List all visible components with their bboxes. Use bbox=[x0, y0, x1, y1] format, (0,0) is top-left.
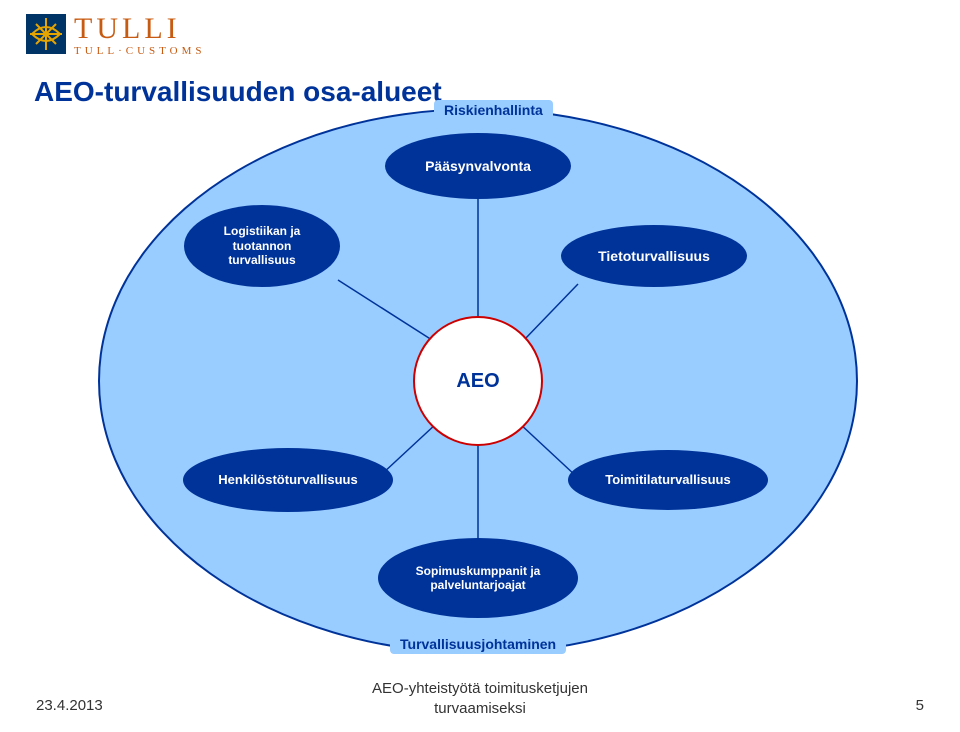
node-logistiikka: Logistiikan ja tuotannon turvallisuus bbox=[184, 205, 340, 287]
logo: TULLI TULL·CUSTOMS bbox=[26, 14, 206, 57]
diagram: Pääsynvalvonta Logistiikan ja tuotannon t… bbox=[98, 108, 858, 654]
page-title: AEO-turvallisuuden osa-alueet bbox=[34, 76, 442, 108]
logo-emblem-icon bbox=[26, 14, 66, 54]
logo-main: TULLI bbox=[74, 14, 206, 44]
footer-date: 23.4.2013 bbox=[36, 697, 103, 714]
caption-top: Riskienhallinta bbox=[434, 100, 553, 120]
center-label: AEO bbox=[456, 370, 499, 393]
logo-sub: TULL·CUSTOMS bbox=[74, 46, 206, 57]
node-toimitila: Toimitilaturvallisuus bbox=[568, 450, 768, 510]
node-paasynvalvonta: Pääsynvalvonta bbox=[385, 133, 571, 199]
footer-page: 5 bbox=[916, 697, 924, 714]
node-sopimus: Sopimuskumppanit ja palveluntarjoajat bbox=[378, 538, 578, 618]
node-henkilosto: Henkilöstöturvallisuus bbox=[183, 448, 393, 512]
logo-text: TULLI TULL·CUSTOMS bbox=[74, 14, 206, 57]
caption-bottom: Turvallisuusjohtaminen bbox=[390, 634, 566, 654]
slide: TULLI TULL·CUSTOMS AEO-turvallisuuden os… bbox=[0, 0, 960, 732]
center-node: AEO bbox=[413, 316, 543, 446]
node-tietoturva: Tietoturvallisuus bbox=[561, 225, 747, 287]
footer-title-line1: AEO-yhteistyötä toimitusketjujen bbox=[372, 680, 588, 697]
footer: 23.4.2013 5 bbox=[0, 697, 960, 714]
